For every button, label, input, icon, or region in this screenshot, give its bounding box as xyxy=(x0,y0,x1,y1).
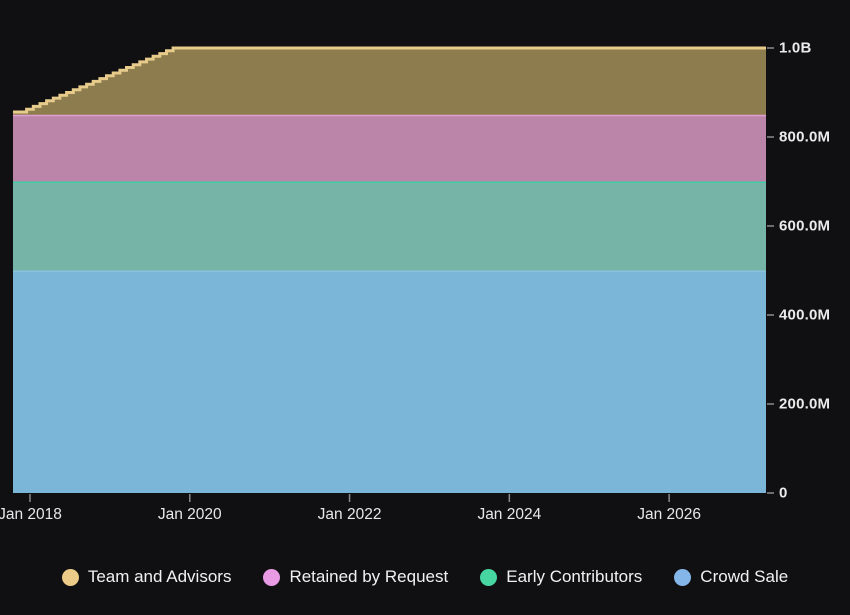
y-axis-label: 600.0M xyxy=(779,217,831,235)
y-axis-label: 800.0M xyxy=(779,128,831,146)
area-topline-team-and-advisors xyxy=(13,46,766,114)
legend-dot-icon xyxy=(61,568,79,586)
legend-label: Team and Advisors xyxy=(87,567,232,586)
legend-dot-icon xyxy=(480,568,498,586)
legend-dot-icon xyxy=(263,568,281,586)
legend-item-team-and-advisors[interactable]: Team and Advisors xyxy=(61,567,232,587)
x-axis-label: Jan 2026 xyxy=(637,506,702,523)
legend-item-crowd-sale[interactable]: Crowd Sale xyxy=(674,567,788,587)
y-axis-label: 200.0M xyxy=(779,395,831,413)
x-axis-label: Jan 2022 xyxy=(317,506,382,523)
x-axis-label: Jan 2020 xyxy=(157,506,222,523)
area-retained-by-request xyxy=(13,114,766,182)
y-axis-label: 400.0M xyxy=(779,306,831,324)
legend-label: Retained by Request xyxy=(289,567,449,586)
y-axis-label: 0 xyxy=(779,484,788,502)
legend-item-retained-by-request[interactable]: Retained by Request xyxy=(263,567,448,587)
area-team-and-advisors xyxy=(13,48,766,115)
legend-item-early-contributors[interactable]: Early Contributors xyxy=(480,567,642,587)
area-crowd-sale xyxy=(13,270,766,493)
y-axis-label: 1.0B xyxy=(779,39,812,57)
legend: Team and Advisors Retained by Request Earl… xyxy=(0,567,850,587)
legend-label: Crowd Sale xyxy=(700,567,789,586)
x-axis-label: Jan 2018 xyxy=(0,506,62,523)
legend-label: Early Contributors xyxy=(506,567,643,586)
x-axis-label: Jan 2024 xyxy=(477,506,542,523)
legend-dot-icon xyxy=(674,568,692,586)
area-early-contributors xyxy=(13,181,766,271)
